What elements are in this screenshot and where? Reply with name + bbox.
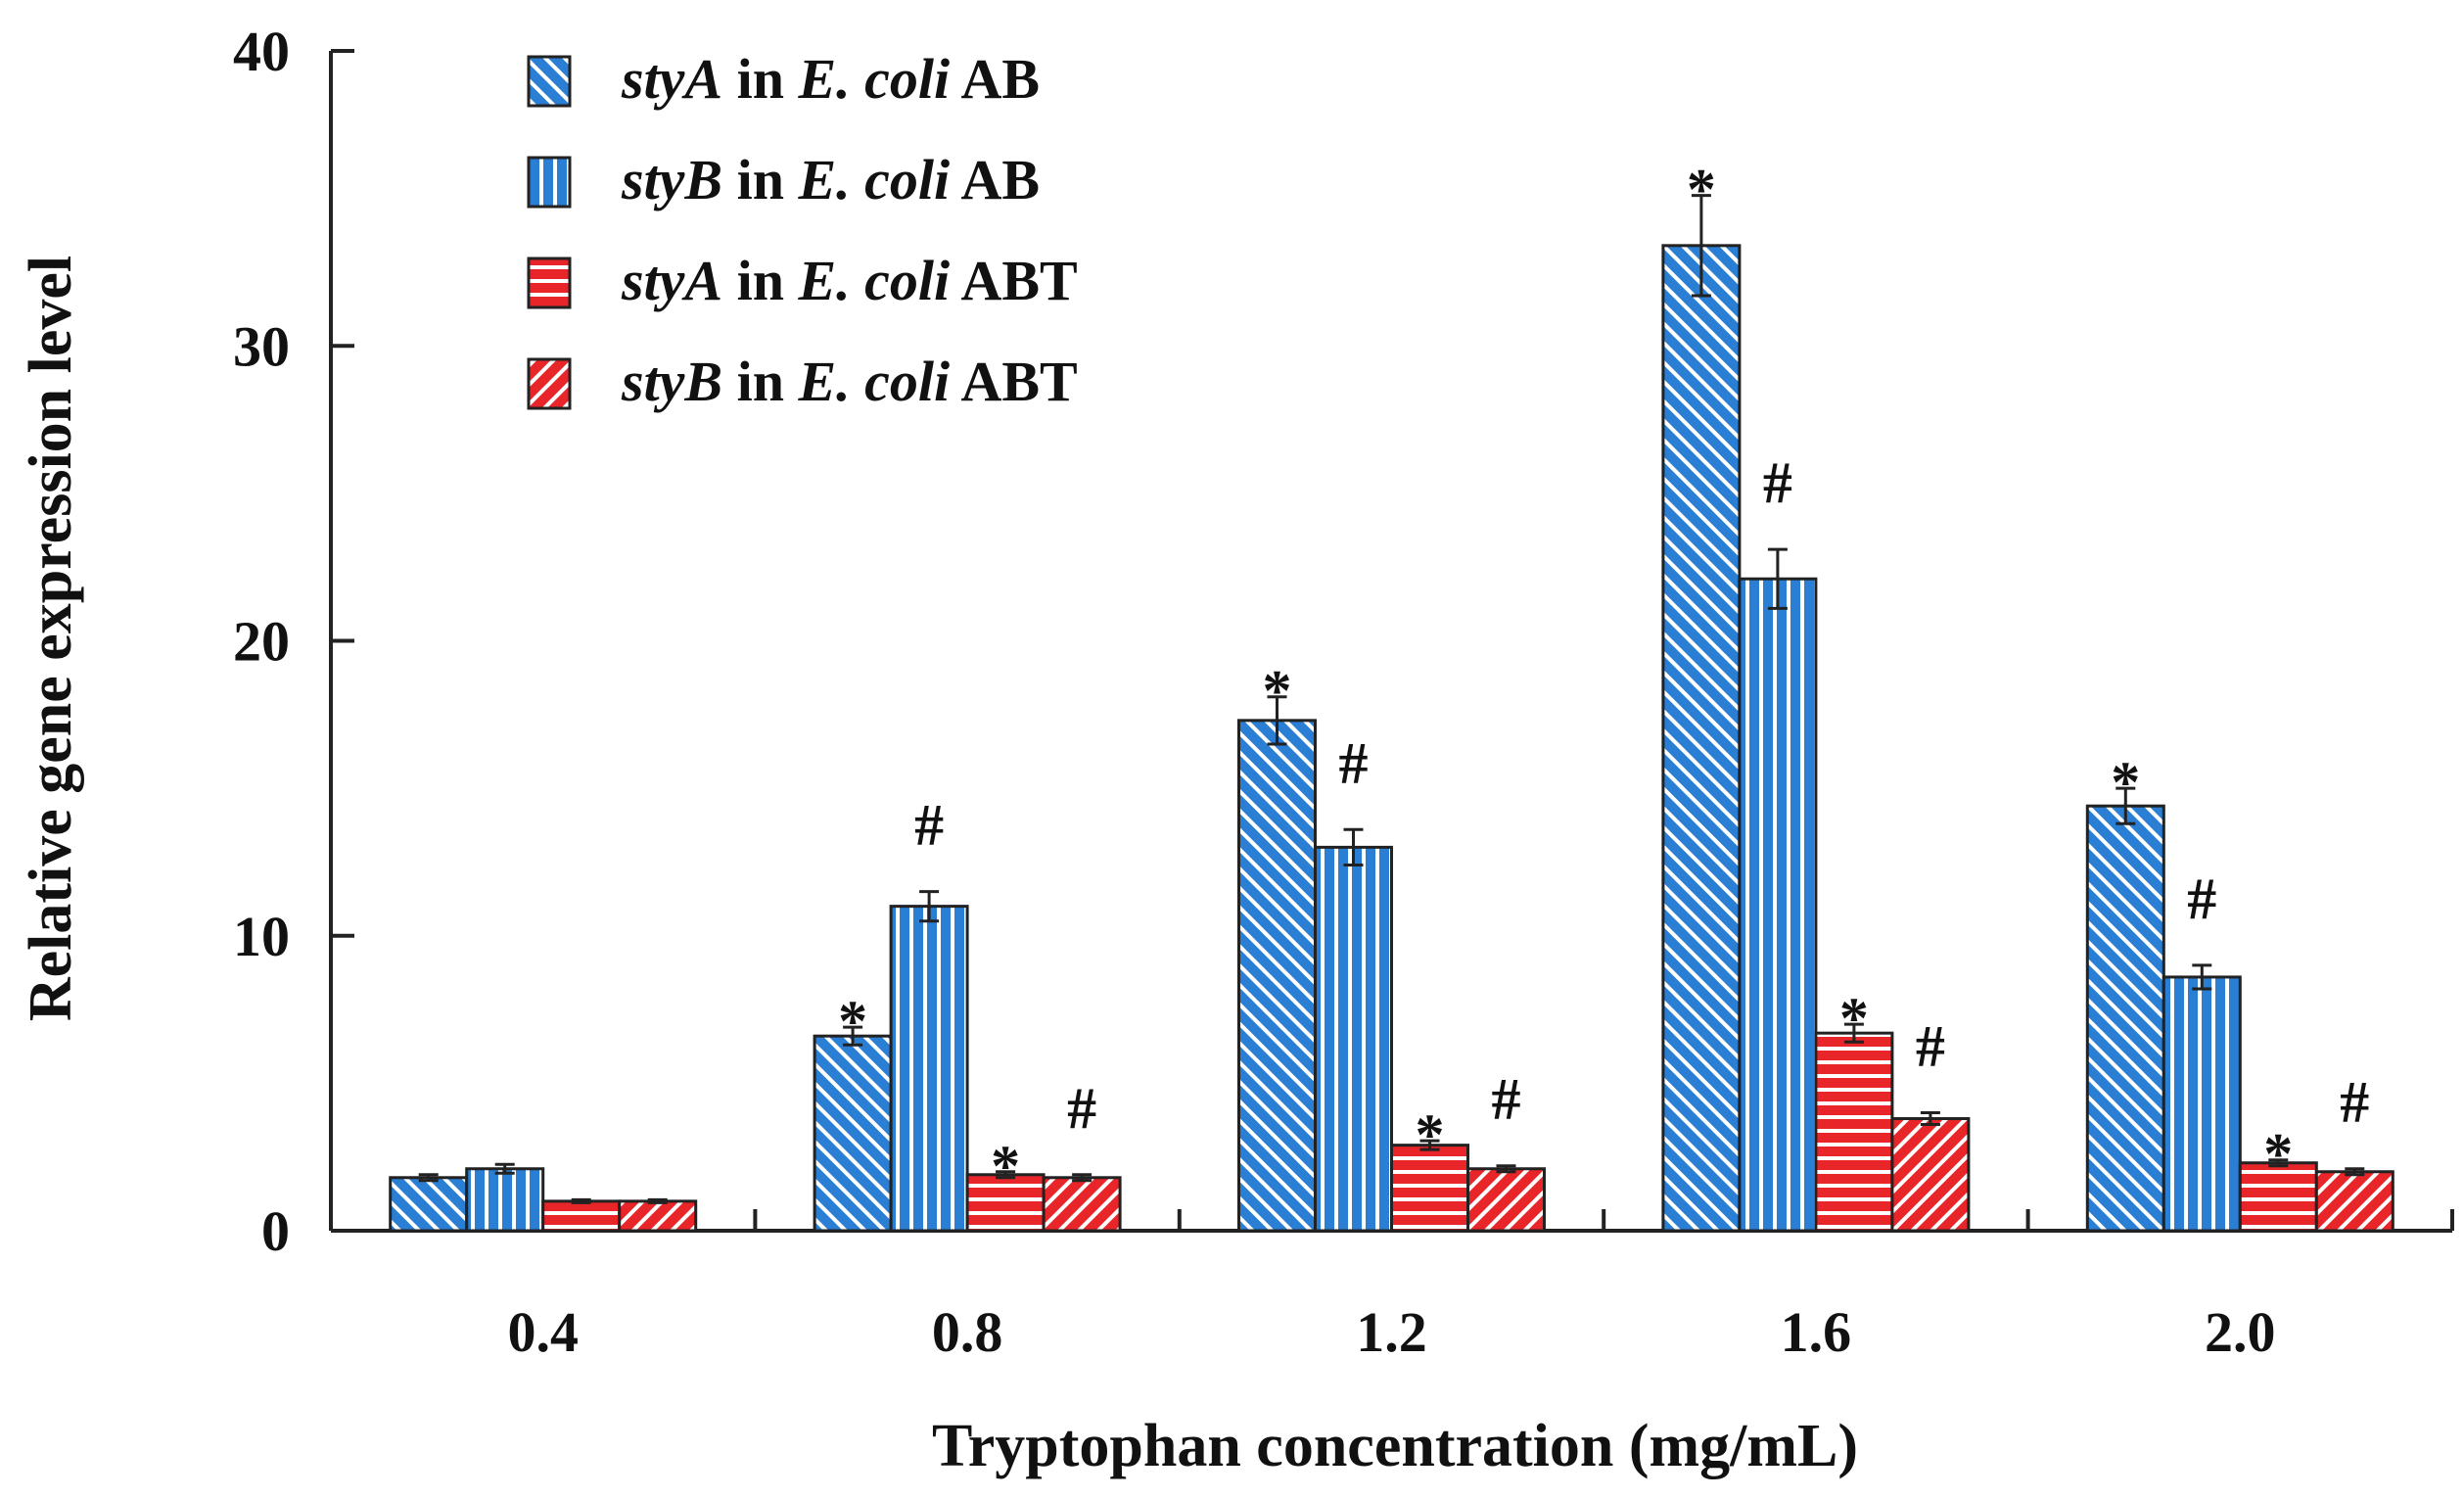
x-tick-label: 0.8 xyxy=(932,1300,1003,1364)
legend-label-part: E. coli xyxy=(798,350,951,413)
x-tick-label: 0.4 xyxy=(507,1300,579,1364)
legend-swatch xyxy=(527,55,572,108)
bar xyxy=(1042,1176,1122,1233)
x-tick-label: 1.6 xyxy=(1781,1300,1852,1364)
legend-label-part: in xyxy=(722,47,798,111)
legend-label-part: E. coli xyxy=(798,148,951,211)
significance-star: * xyxy=(1263,659,1292,724)
bar xyxy=(889,905,969,1233)
legend-label-part: E. coli xyxy=(798,249,951,312)
bar xyxy=(465,1167,545,1233)
significance-star: * xyxy=(991,1134,1020,1198)
legend-label: styB in E. coli AB xyxy=(621,148,1040,211)
legend-label-part: ABT xyxy=(950,350,1078,413)
bar xyxy=(618,1199,698,1233)
bar xyxy=(2314,1170,2394,1233)
x-tick-label: 2.0 xyxy=(2205,1300,2276,1364)
legend-label: styA in E. coli AB xyxy=(621,47,1040,111)
bar xyxy=(1466,1167,1546,1233)
legend-swatch xyxy=(527,257,572,309)
legend-label-part: AB xyxy=(950,47,1040,111)
legend-swatch xyxy=(527,156,572,209)
legend-label-part: in xyxy=(722,148,798,211)
bar xyxy=(1661,244,1742,1233)
significance-hash: # xyxy=(914,793,944,858)
bar xyxy=(1738,577,1818,1233)
legend-label-part: styA xyxy=(621,249,722,312)
legend-label-part: AB xyxy=(950,148,1040,211)
significance-hash: # xyxy=(1492,1067,1521,1132)
legend-label-part: in xyxy=(722,350,798,413)
bar xyxy=(813,1034,893,1233)
legend-label-part: ABT xyxy=(950,249,1078,312)
legend-swatch xyxy=(527,357,572,410)
legend-label: styA in E. coli ABT xyxy=(621,249,1078,312)
significance-hash: # xyxy=(1916,1014,1945,1079)
bar xyxy=(1314,845,1393,1233)
y-tick-label: 40 xyxy=(233,20,290,83)
bar xyxy=(389,1176,469,1233)
legend-label-part: E. coli xyxy=(798,47,951,111)
significance-hash: # xyxy=(1339,730,1369,795)
significance-star: * xyxy=(838,989,867,1053)
legend-label-part: styB xyxy=(621,148,722,211)
significance-star: * xyxy=(1839,986,1869,1051)
legend-label-part: styA xyxy=(621,47,722,111)
significance-star: * xyxy=(2111,750,2140,815)
legend-label-part: styB xyxy=(621,350,722,413)
significance-star: * xyxy=(1416,1102,1445,1167)
bar xyxy=(541,1199,622,1233)
y-tick-label: 10 xyxy=(233,905,290,968)
bar xyxy=(1237,719,1317,1233)
significance-star: * xyxy=(1687,158,1716,222)
bar xyxy=(2085,804,2165,1233)
significance-hash: # xyxy=(2340,1070,2369,1135)
significance-hash: # xyxy=(1067,1076,1096,1141)
y-tick-label: 20 xyxy=(233,610,290,674)
significance-hash: # xyxy=(2187,866,2216,931)
bar xyxy=(2162,975,2242,1233)
legend-label: styB in E. coli ABT xyxy=(621,350,1078,413)
axes: 0 10 20 30 40 0.4 0.8 1.2 1.6 2.0 xyxy=(233,20,2454,1364)
bar xyxy=(1890,1117,1971,1233)
bar xyxy=(1390,1144,1469,1233)
significance-hash: # xyxy=(1763,450,1792,515)
y-axis-title: Relative gene expression level xyxy=(18,256,84,1021)
y-tick-label: 30 xyxy=(233,314,290,378)
significance-star: * xyxy=(2263,1122,2293,1187)
y-tick-label: 0 xyxy=(261,1199,290,1263)
x-tick-label: 1.2 xyxy=(1356,1300,1427,1364)
legend-label-part: in xyxy=(722,249,798,312)
bar xyxy=(1814,1031,1894,1233)
x-axis-title: Tryptophan concentration (mg/mL) xyxy=(932,1413,1858,1479)
bars: * # * # * # * # * # * # * # * # xyxy=(389,158,2394,1233)
